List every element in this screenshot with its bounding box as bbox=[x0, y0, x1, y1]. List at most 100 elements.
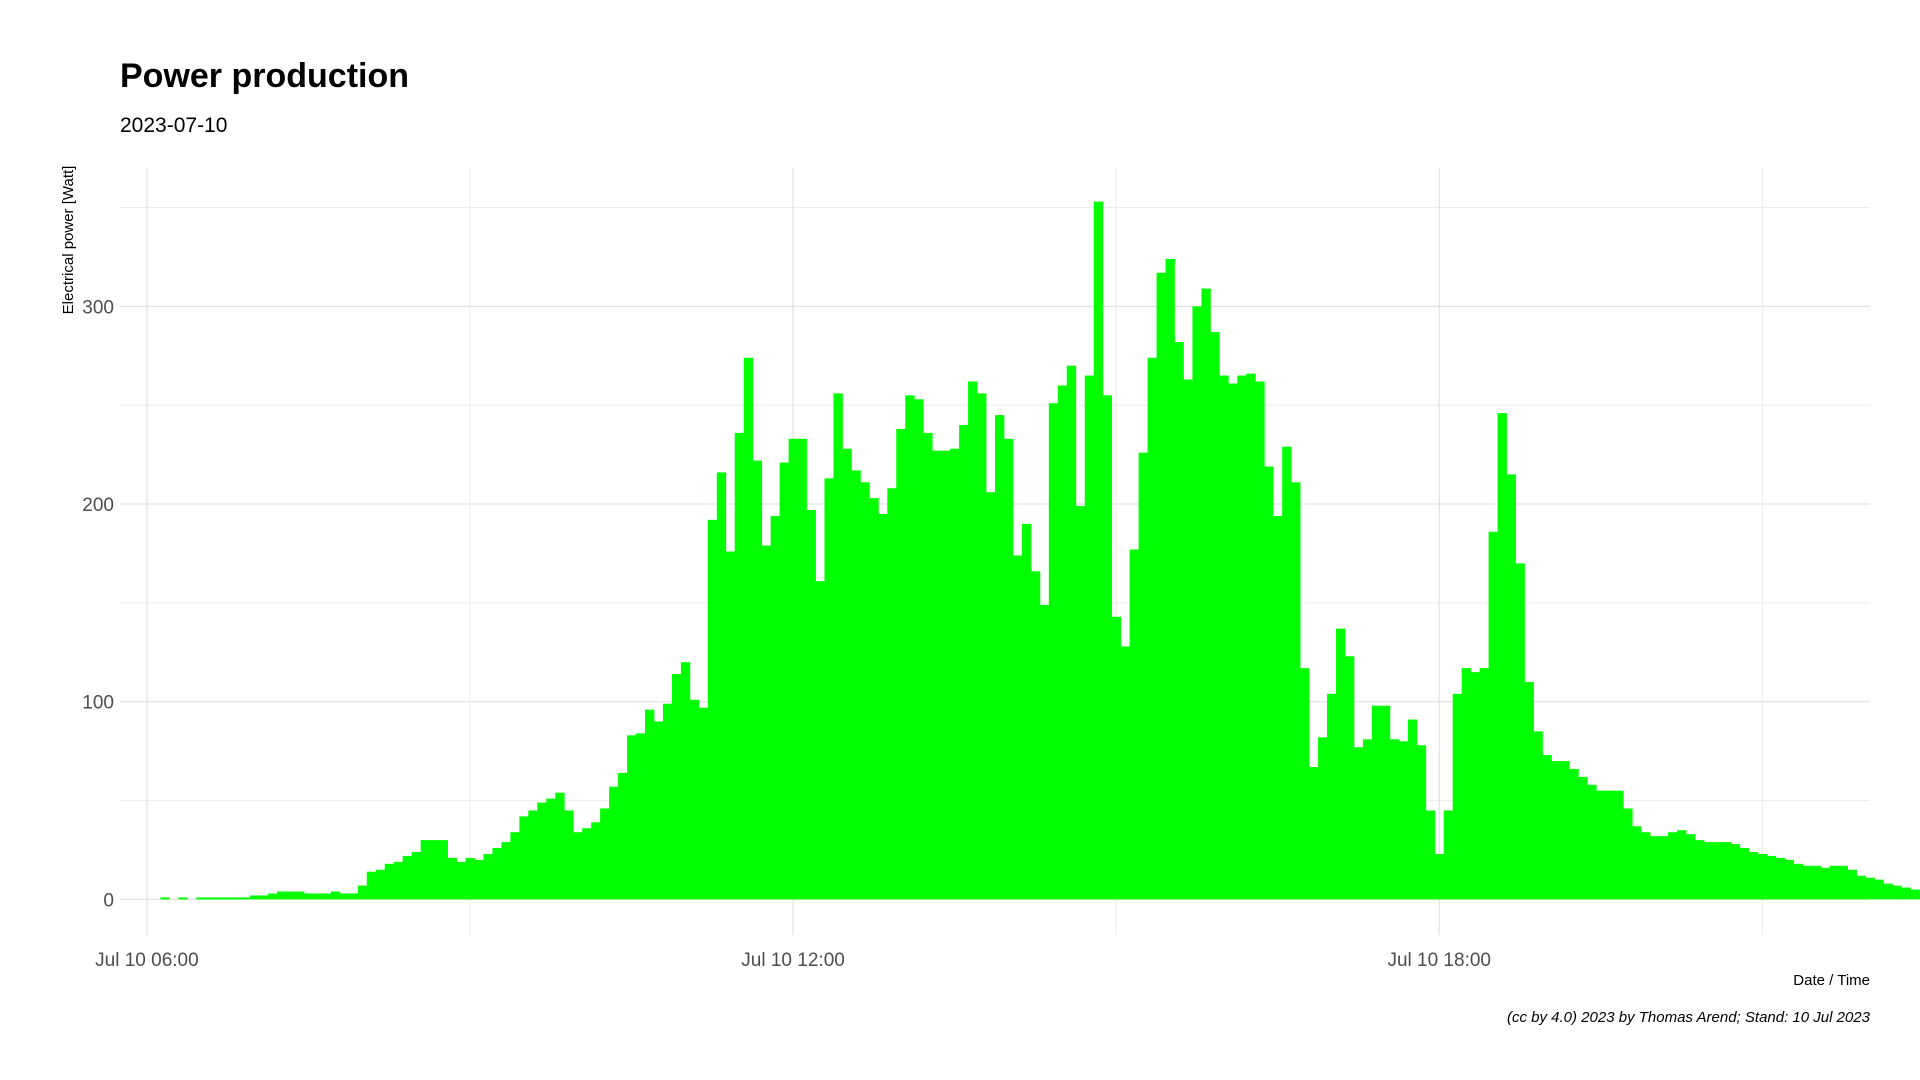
bar bbox=[1300, 668, 1309, 899]
bar bbox=[573, 832, 582, 899]
y-tick-label: 300 bbox=[82, 297, 114, 318]
bar bbox=[1076, 506, 1085, 899]
bar bbox=[878, 514, 887, 899]
bar bbox=[277, 892, 286, 900]
y-axis-tick-labels: 0 100 200 300 bbox=[82, 297, 114, 911]
x-tick-label: Jul 10 18:00 bbox=[1387, 950, 1491, 971]
bar bbox=[214, 897, 223, 899]
bar bbox=[1659, 836, 1668, 899]
bar bbox=[430, 840, 439, 899]
bar bbox=[1821, 868, 1830, 900]
bar bbox=[1237, 376, 1246, 900]
bar bbox=[771, 516, 780, 900]
bar bbox=[313, 893, 322, 899]
bar bbox=[1462, 668, 1471, 899]
bar bbox=[1740, 848, 1749, 899]
bar bbox=[1498, 413, 1507, 899]
bar bbox=[295, 892, 304, 900]
bar bbox=[1444, 810, 1453, 899]
bar bbox=[1731, 844, 1740, 899]
bar bbox=[869, 498, 878, 899]
bar bbox=[1318, 737, 1327, 899]
bar bbox=[492, 848, 501, 899]
bar bbox=[986, 492, 995, 899]
bar bbox=[546, 799, 555, 900]
bar bbox=[977, 393, 986, 899]
bar bbox=[1130, 550, 1139, 900]
bar bbox=[708, 520, 717, 900]
bar bbox=[591, 822, 600, 899]
bar bbox=[322, 893, 331, 899]
y-tick-label: 200 bbox=[82, 495, 114, 516]
bar bbox=[672, 674, 681, 899]
bar bbox=[1327, 694, 1336, 900]
bar bbox=[1901, 888, 1910, 900]
bar bbox=[223, 897, 232, 899]
bar bbox=[1569, 769, 1578, 899]
bar bbox=[1255, 381, 1264, 899]
bar bbox=[564, 810, 573, 899]
bar bbox=[268, 893, 277, 899]
bar bbox=[789, 439, 798, 900]
bar bbox=[1174, 342, 1183, 899]
bar bbox=[798, 439, 807, 900]
bar bbox=[1641, 832, 1650, 899]
bar bbox=[1489, 532, 1498, 900]
bar bbox=[1839, 866, 1848, 900]
bar bbox=[1713, 842, 1722, 899]
bar bbox=[1596, 791, 1605, 900]
bar bbox=[896, 429, 905, 899]
bar bbox=[1614, 791, 1623, 900]
bar bbox=[744, 358, 753, 900]
bar bbox=[528, 810, 537, 899]
bar bbox=[1336, 629, 1345, 900]
bar bbox=[1866, 878, 1875, 900]
bar bbox=[1363, 739, 1372, 899]
bar bbox=[1013, 555, 1022, 899]
bar bbox=[1273, 516, 1282, 900]
bar bbox=[439, 840, 448, 899]
bar bbox=[1686, 834, 1695, 899]
bar bbox=[1435, 854, 1444, 899]
bar bbox=[833, 393, 842, 899]
bar bbox=[340, 893, 349, 899]
bar bbox=[1623, 808, 1632, 899]
bar bbox=[1040, 605, 1049, 900]
bar bbox=[1722, 842, 1731, 899]
bar bbox=[1704, 842, 1713, 899]
bar bbox=[1345, 656, 1354, 899]
bar bbox=[681, 662, 690, 899]
bar bbox=[367, 872, 376, 900]
bar bbox=[1578, 777, 1587, 900]
bar bbox=[1794, 864, 1803, 900]
bar bbox=[1551, 761, 1560, 899]
bar bbox=[1480, 668, 1489, 899]
bar bbox=[1291, 482, 1300, 899]
bar bbox=[349, 893, 358, 899]
bar bbox=[304, 893, 313, 899]
bar bbox=[1605, 791, 1614, 900]
bar bbox=[412, 852, 421, 899]
bar bbox=[510, 832, 519, 899]
bar bbox=[1471, 672, 1480, 899]
bar bbox=[1058, 385, 1067, 899]
bar bbox=[1210, 332, 1219, 899]
bar bbox=[1758, 854, 1767, 899]
bar bbox=[519, 816, 528, 899]
bar bbox=[932, 451, 941, 900]
bar bbox=[1812, 866, 1821, 900]
bar bbox=[1381, 706, 1390, 900]
chart-subtitle: 2023-07-10 bbox=[120, 114, 227, 137]
bar bbox=[394, 862, 403, 900]
bar bbox=[421, 840, 430, 899]
bar bbox=[1139, 453, 1148, 900]
bar bbox=[1632, 826, 1641, 899]
bar bbox=[816, 581, 825, 899]
bar bbox=[1677, 830, 1686, 899]
bar bbox=[645, 710, 654, 900]
bar bbox=[1219, 376, 1228, 900]
bar bbox=[842, 449, 851, 900]
bar bbox=[1542, 755, 1551, 899]
bar bbox=[1587, 785, 1596, 900]
bar bbox=[1408, 720, 1417, 900]
